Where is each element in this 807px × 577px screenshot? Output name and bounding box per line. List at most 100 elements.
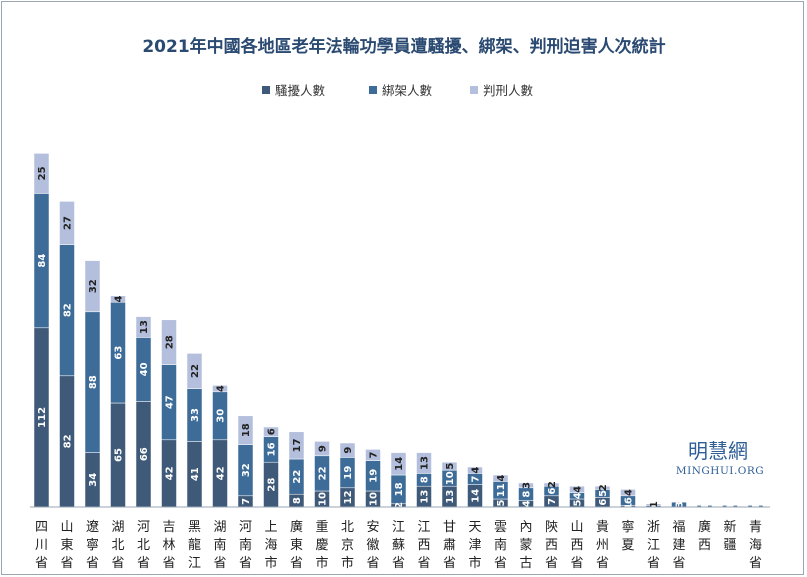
category-char: 寧 [621, 519, 634, 535]
category-char: 陝 [545, 519, 558, 535]
value-label-3-series-2: 4 [114, 295, 125, 302]
category-char: 天 [468, 520, 481, 535]
category-char: 州 [596, 538, 609, 553]
category-char: 省 [111, 556, 124, 571]
value-label-13-series-0: 10 [369, 492, 380, 506]
bar-0-series-2 [33, 153, 50, 194]
bar-17-series-2 [467, 466, 483, 474]
value-label-19-series-1: 8 [522, 491, 533, 498]
category-char: 山 [570, 520, 583, 535]
category-char: 江 [417, 520, 430, 535]
category-char: 省 [417, 556, 430, 571]
category-char: 夏 [621, 538, 634, 553]
category-label-9: 上海市 [264, 520, 277, 571]
category-char: 浙 [647, 520, 660, 535]
value-label-12-series-1: 19 [343, 466, 354, 480]
bar-2-series-2 [84, 260, 101, 313]
category-labels: 四川省山東省遼寧省湖北省河北省吉林省黑龍江湖南省河南省上海市廣東省重慶市北京市安… [35, 519, 762, 571]
value-label-1-series-1: 82 [63, 303, 74, 317]
category-label-10: 廣東省 [290, 520, 303, 571]
category-char: 新 [723, 519, 736, 535]
category-char: 甘 [443, 520, 456, 535]
value-label-16-series-0: 13 [445, 490, 456, 504]
value-label-9-series-0: 28 [267, 478, 278, 492]
value-label-17-series-0: 14 [471, 489, 482, 503]
legend-label-2: 判刑人數 [483, 83, 534, 98]
value-label-26-series-1: 1 [700, 503, 711, 510]
category-label-8: 河南省 [239, 520, 252, 571]
category-char: 省 [290, 556, 303, 571]
category-char: 省 [137, 556, 150, 571]
category-char: 內 [519, 520, 532, 535]
value-label-4-series-0: 66 [139, 447, 150, 461]
category-label-2: 遼寧省 [86, 520, 99, 571]
category-char: 貴 [596, 520, 609, 535]
category-char: 河 [137, 520, 150, 535]
category-char: 西 [698, 538, 711, 553]
category-char: 省 [545, 556, 558, 571]
category-label-7: 湖南省 [213, 520, 226, 571]
bar-13-series-2 [365, 449, 381, 461]
bar-23-series-2 [620, 489, 636, 497]
value-label-15-series-0: 13 [420, 490, 431, 504]
category-char: 南 [494, 537, 507, 553]
value-label-0-series-2: 25 [37, 166, 48, 180]
value-label-14-series-1: 18 [394, 482, 405, 496]
bar-22-series-2 [594, 485, 611, 490]
value-label-11-series-1: 22 [318, 466, 329, 480]
value-label-9-series-1: 16 [267, 442, 278, 456]
bar-4-series-2 [135, 316, 152, 338]
value-label-17-series-2: 4 [471, 467, 482, 474]
bar-12-series-2 [339, 442, 356, 458]
category-char: 重 [315, 519, 328, 535]
category-char: 北 [341, 520, 354, 535]
legend-swatch-1 [369, 86, 377, 94]
value-label-17-series-1: 7 [471, 475, 482, 482]
category-char: 疆 [723, 538, 736, 553]
category-char: 龍 [188, 537, 201, 553]
category-label-0: 四川省 [35, 520, 48, 571]
category-char: 湖 [111, 520, 124, 535]
category-char: 市 [468, 555, 481, 571]
category-label-22: 貴州省 [596, 520, 609, 571]
bar-11-series-2 [314, 441, 330, 457]
category-char: 川 [35, 538, 48, 553]
category-char: 省 [494, 556, 507, 571]
category-char: 省 [570, 556, 583, 571]
value-label-14-series-0: 2 [394, 502, 405, 509]
value-label-3-series-0: 65 [114, 448, 125, 462]
category-char: 省 [443, 556, 456, 571]
bar-24-series-2 [645, 503, 662, 506]
category-char: 四 [35, 520, 48, 535]
bar-20-series-2 [543, 482, 560, 487]
value-label-3-series-1: 63 [114, 346, 125, 360]
category-char: 東 [290, 537, 303, 553]
value-label-18-series-1: 11 [496, 483, 507, 497]
value-label-20-series-0: 7 [547, 498, 558, 505]
category-label-27: 新疆 [723, 519, 736, 553]
value-label-25-series-1: 3 [675, 501, 686, 508]
value-label-7-series-2: 4 [216, 385, 227, 392]
category-char: 省 [213, 556, 226, 571]
category-char: 肅 [443, 537, 456, 553]
value-label-1-series-0: 82 [63, 434, 74, 448]
value-label-8-series-2: 18 [241, 423, 252, 437]
category-char: 江 [392, 520, 405, 535]
category-char: 省 [647, 556, 660, 571]
value-label-13-series-2: 7 [369, 451, 380, 458]
value-label-22-series-2: 2 [598, 484, 609, 491]
category-char: 津 [468, 538, 481, 553]
category-char: 省 [86, 556, 99, 571]
category-char: 江 [647, 538, 660, 553]
category-char: 湖 [213, 520, 226, 535]
value-label-16-series-2: 5 [445, 463, 456, 470]
category-char: 徽 [366, 538, 379, 553]
category-label-20: 陝西省 [545, 519, 558, 571]
category-char: 林 [162, 538, 175, 553]
value-label-23-series-0: 1 [624, 503, 635, 510]
category-char: 上 [264, 520, 277, 535]
category-char: 西 [417, 538, 430, 553]
value-label-8-series-0: 7 [241, 498, 252, 505]
category-label-25: 福建省 [672, 520, 685, 571]
category-label-19: 內蒙古 [519, 520, 532, 571]
